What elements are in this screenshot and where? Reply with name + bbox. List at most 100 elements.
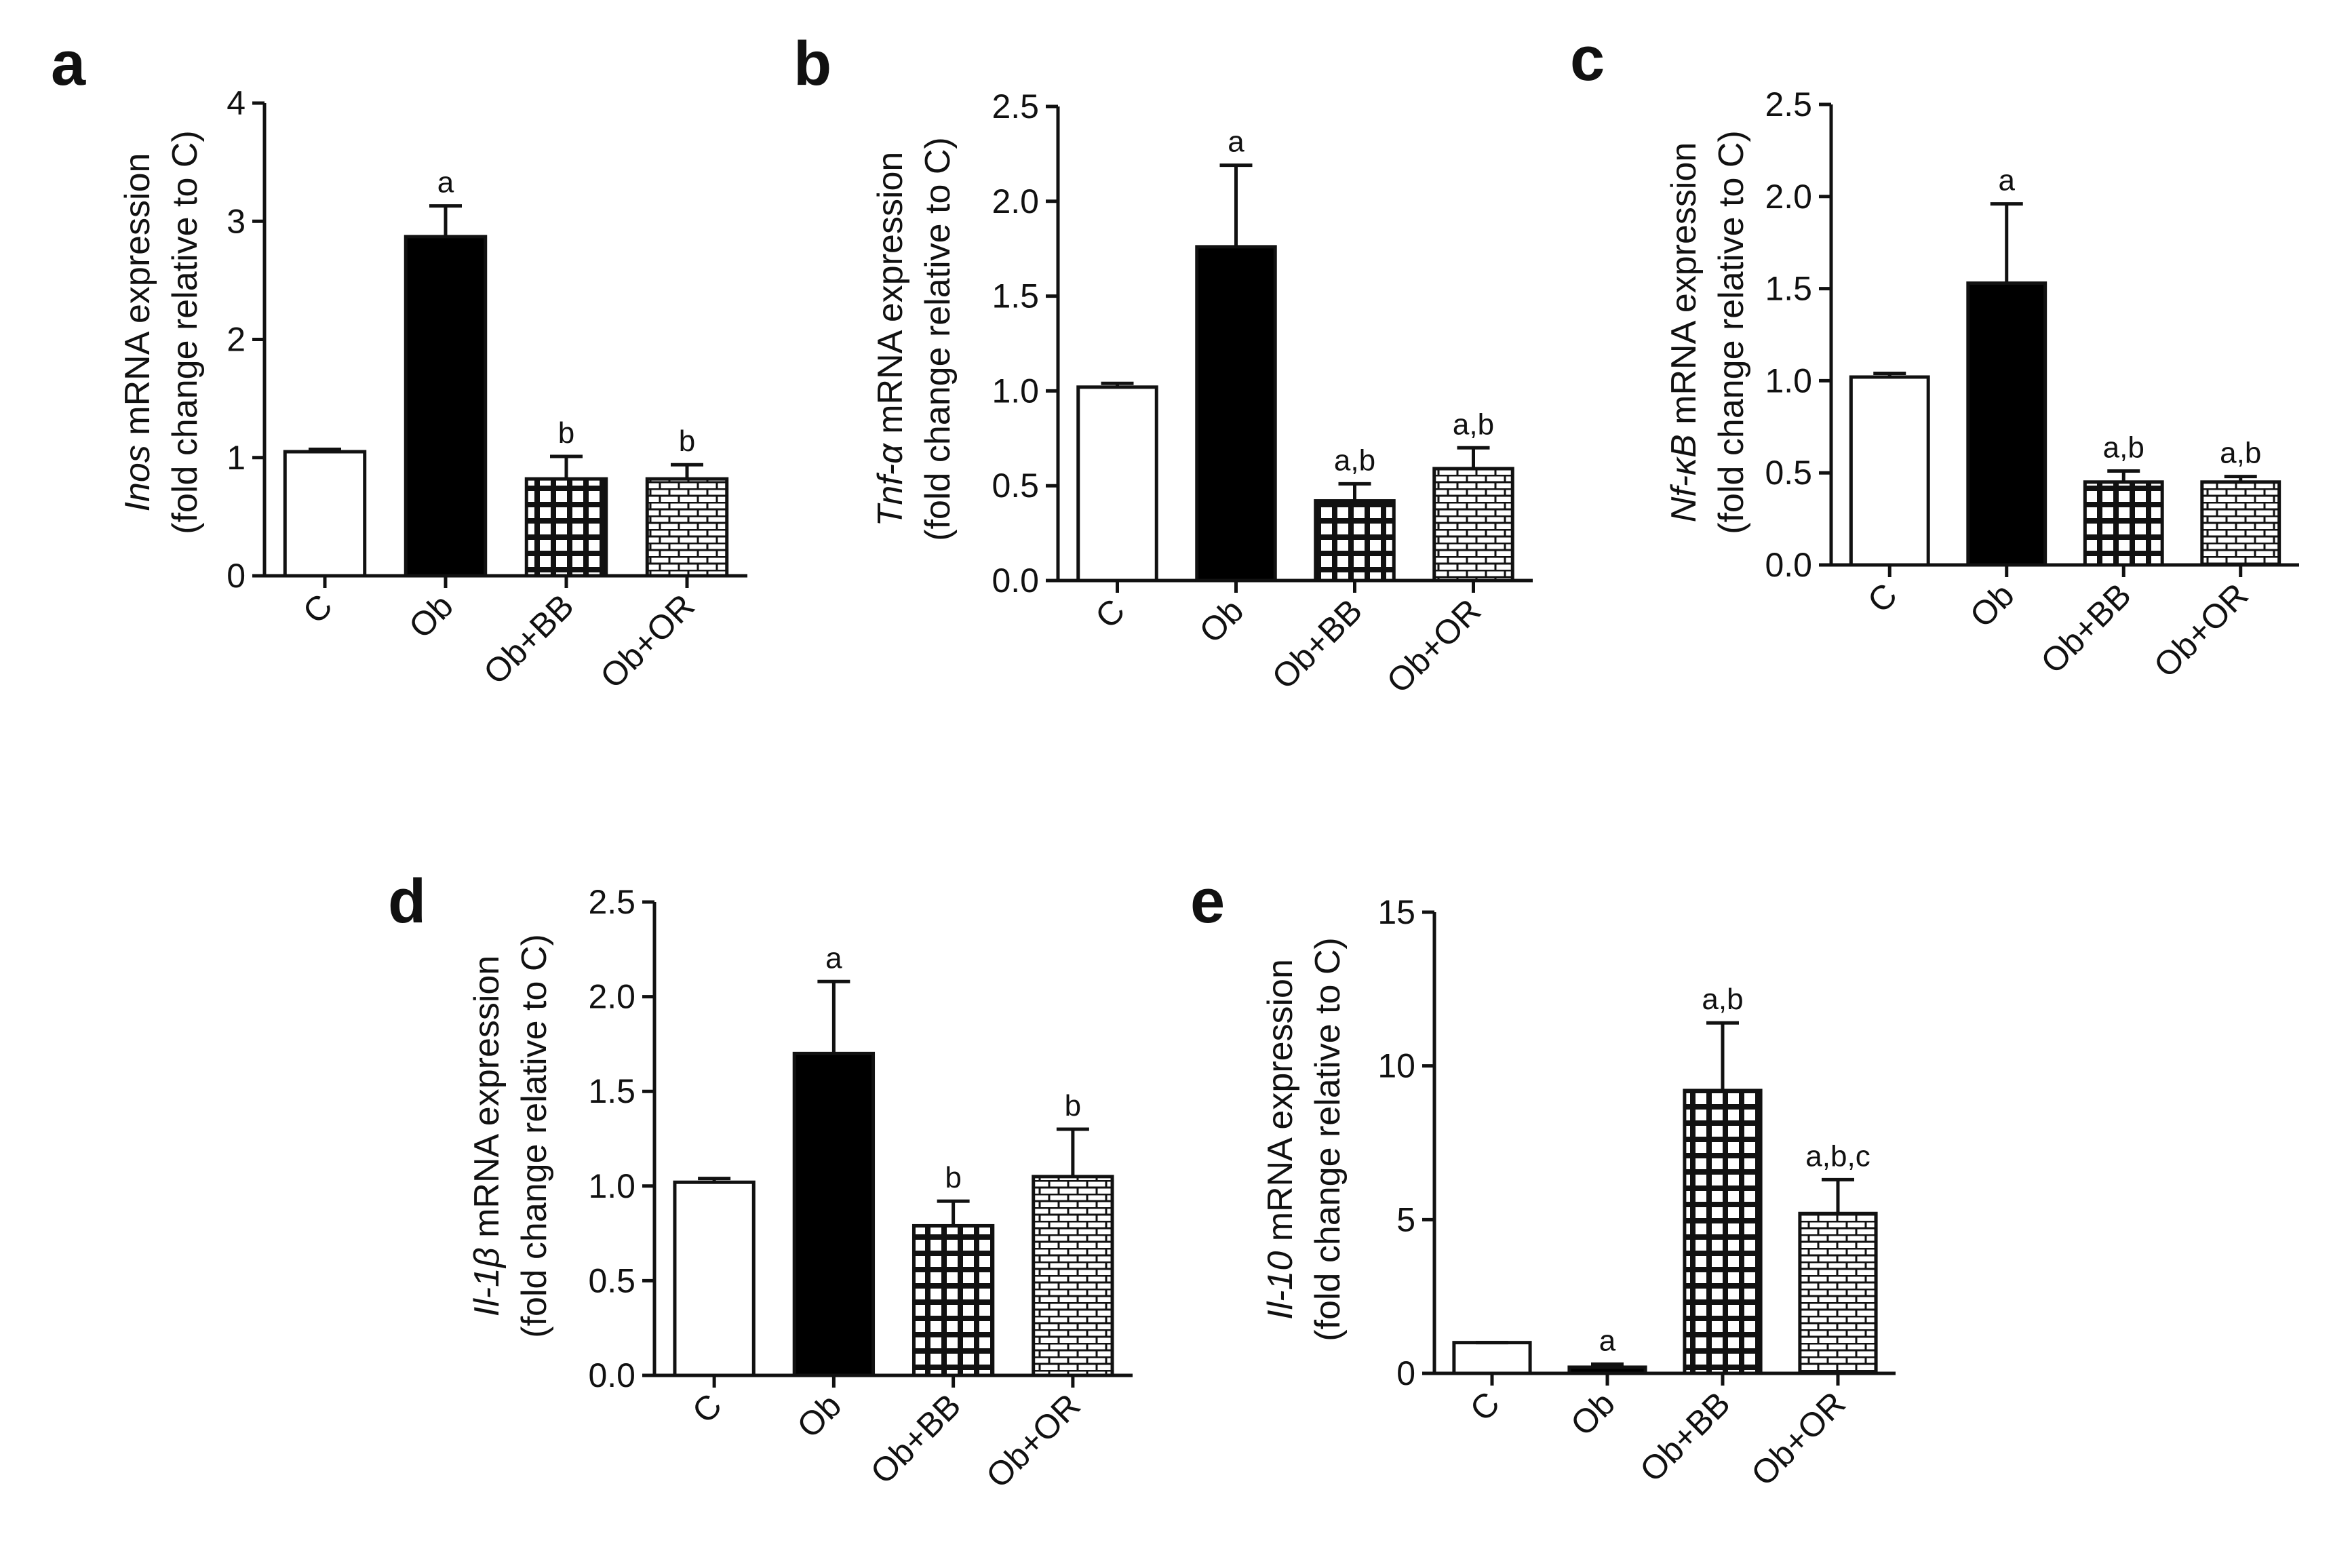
annotation-e-ob: a [1599, 1324, 1616, 1357]
ylabel-d-rest: mRNA expression [467, 956, 507, 1248]
ylabel-d: Il-1β mRNA expression [467, 956, 507, 1317]
ylabel-d-line2: (fold change relative to C) [515, 934, 554, 1337]
bar-c-c [1849, 375, 1930, 567]
bar-e-ob [1567, 1365, 1647, 1375]
ylabel-e: Il-10 mRNA expression [1261, 959, 1300, 1320]
ylabel-d-gene: Il-1β [467, 1247, 507, 1316]
y-tick-label-b-1: 0.5 [992, 467, 1039, 505]
ylabel-e-gene: Il-10 [1261, 1251, 1300, 1320]
y-tick-label-a-4: 4 [227, 84, 246, 122]
panel-b: b Tnf-α mRNA expression (fold change rel… [793, 29, 1533, 701]
ylabel-b-line2: (fold change relative to C) [918, 137, 958, 541]
bar-c-ob-or [2200, 480, 2281, 567]
y-tick-label-a-3: 3 [227, 202, 246, 240]
annotation-b-ob-bb: a,b [1334, 444, 1375, 477]
category-label-e-ob-bb: Ob+BB [1632, 1384, 1738, 1489]
y-tick-label-b-5: 2.5 [992, 87, 1039, 125]
category-label-e-ob-or: Ob+OR [1744, 1384, 1852, 1493]
annotation-c-ob: a [1999, 164, 2016, 197]
y-tick-label-a-1: 1 [227, 439, 246, 477]
category-label-b-ob-bb: Ob+BB [1265, 591, 1370, 697]
panel-letter-b: b [793, 29, 831, 98]
y-tick-label-d-1: 0.5 [588, 1261, 635, 1299]
ylabel-e-line2: (fold change relative to C) [1308, 937, 1348, 1341]
panel-d: d Il-1β mRNA expression (fold change rel… [388, 867, 1133, 1495]
category-label-d-ob: Ob [789, 1386, 848, 1445]
annotation-e-ob-or: a,b,c [1805, 1139, 1870, 1173]
category-label-d-c: C [685, 1386, 729, 1430]
ylabel-a-gene: Inos [118, 445, 157, 511]
bar-a-c [283, 450, 367, 578]
y-tick-label-e-3: 15 [1377, 893, 1415, 931]
category-label-c-ob-bb: Ob+BB [2033, 576, 2138, 681]
annotation-d-ob-bb: b [945, 1161, 961, 1194]
bar-d-ob-or [1032, 1175, 1114, 1377]
category-label-c-ob: Ob [1963, 576, 2022, 635]
bar-e-ob-bb [1683, 1089, 1763, 1375]
y-tick-label-d-4: 2.0 [588, 978, 635, 1016]
y-tick-label-b-3: 1.5 [992, 277, 1039, 315]
y-tick-label-c-2: 1.0 [1765, 361, 1812, 399]
category-label-a-ob: Ob [401, 587, 460, 646]
annotation-a-ob-or: b [679, 425, 695, 458]
annotation-a-ob-bb: b [558, 416, 574, 450]
ylabel-a-rest: mRNA expression [118, 153, 157, 446]
ylabel-b-rest: mRNA expression [871, 152, 910, 444]
bar-b-c [1076, 385, 1158, 583]
bar-b-ob [1195, 245, 1277, 583]
y-tick-label-b-4: 2.0 [992, 182, 1039, 220]
y-tick-label-a-2: 2 [227, 321, 246, 359]
category-label-e-ob: Ob [1563, 1384, 1622, 1443]
y-tick-label-c-1: 0.5 [1765, 454, 1812, 492]
annotation-e-ob-bb: a,b [1702, 983, 1743, 1016]
ylabel-b-gene: Tnf-α [871, 443, 910, 526]
panel-letter-c: c [1570, 24, 1605, 94]
y-tick-label-c-0: 0.0 [1765, 546, 1812, 584]
category-label-d-ob-or: Ob+OR [979, 1386, 1087, 1495]
y-tick-label-e-2: 10 [1377, 1047, 1415, 1085]
category-label-d-ob-bb: Ob+BB [863, 1386, 968, 1491]
chart-area-d: 0.0 0.5 1.0 1.5 2.0 2.5 Ca Ob b Ob+BB b Ob+OR [588, 883, 1133, 1495]
category-label-b-ob-or: Ob+OR [1379, 591, 1488, 700]
bar-d-ob [792, 1051, 876, 1377]
bar-a-ob-bb [524, 477, 608, 578]
ylabel-a-line2: (fold change relative to C) [165, 130, 205, 534]
y-tick-label-a-0: 0 [227, 557, 246, 595]
y-tick-label-b-2: 1.0 [992, 372, 1039, 410]
bar-e-c [1452, 1341, 1532, 1375]
y-tick-label-e-0: 0 [1396, 1354, 1415, 1392]
chart-area-e: 0 5 10 15 Ca Ob a,b Ob+BB a,b,c Ob+OR [1377, 893, 1896, 1493]
panel-a: a Inos mRNA expression (fold change rela… [51, 29, 747, 696]
category-label-e-c: C [1463, 1384, 1507, 1428]
bar-b-ob-bb [1314, 499, 1396, 583]
ylabel-c-line2: (fold change relative to C) [1712, 130, 1751, 534]
annotation-c-ob-or: a,b [2220, 437, 2261, 470]
y-tick-label-c-3: 1.5 [1765, 270, 1812, 308]
y-tick-label-d-5: 2.5 [588, 883, 635, 921]
panel-letter-a: a [51, 29, 86, 98]
category-label-a-ob-or: Ob+OR [593, 587, 701, 695]
bar-b-ob-or [1432, 467, 1514, 583]
bar-a-ob-or [645, 477, 729, 578]
annotation-c-ob-bb: a,b [2103, 431, 2144, 464]
chart-area-b: 0.0 0.5 1.0 1.5 2.0 2.5 Ca Ob a,b Ob+BB a,b Ob+OR [992, 87, 1533, 701]
panel-letter-e: e [1190, 867, 1225, 936]
bar-c-ob [1966, 281, 2047, 567]
y-tick-label-d-0: 0.0 [588, 1356, 635, 1394]
y-tick-label-c-4: 2.0 [1765, 178, 1812, 216]
y-tick-label-c-5: 2.5 [1765, 85, 1812, 123]
category-label-b-ob: Ob [1192, 591, 1251, 650]
panel-letter-d: d [388, 867, 426, 936]
category-label-a-ob-bb: Ob+BB [476, 587, 581, 692]
chart-area-a: 0 1 2 3 4 Ca Ob b Ob+BB b Ob+OR [227, 84, 747, 696]
annotation-d-ob-or: b [1065, 1089, 1081, 1122]
panel-e: e Il-10 mRNA expression (fold change rel… [1190, 867, 1896, 1493]
ylabel-c-rest: mRNA expression [1664, 142, 1704, 435]
bar-d-c [673, 1180, 756, 1377]
bar-c-ob-bb [2083, 480, 2164, 567]
y-tick-label-e-1: 5 [1396, 1200, 1415, 1238]
ylabel-e-rest: mRNA expression [1261, 959, 1300, 1251]
ylabel-a: Inos mRNA expression [118, 153, 157, 512]
panel-c: c Nf-κB mRNA expression (fold change rel… [1570, 24, 2299, 685]
